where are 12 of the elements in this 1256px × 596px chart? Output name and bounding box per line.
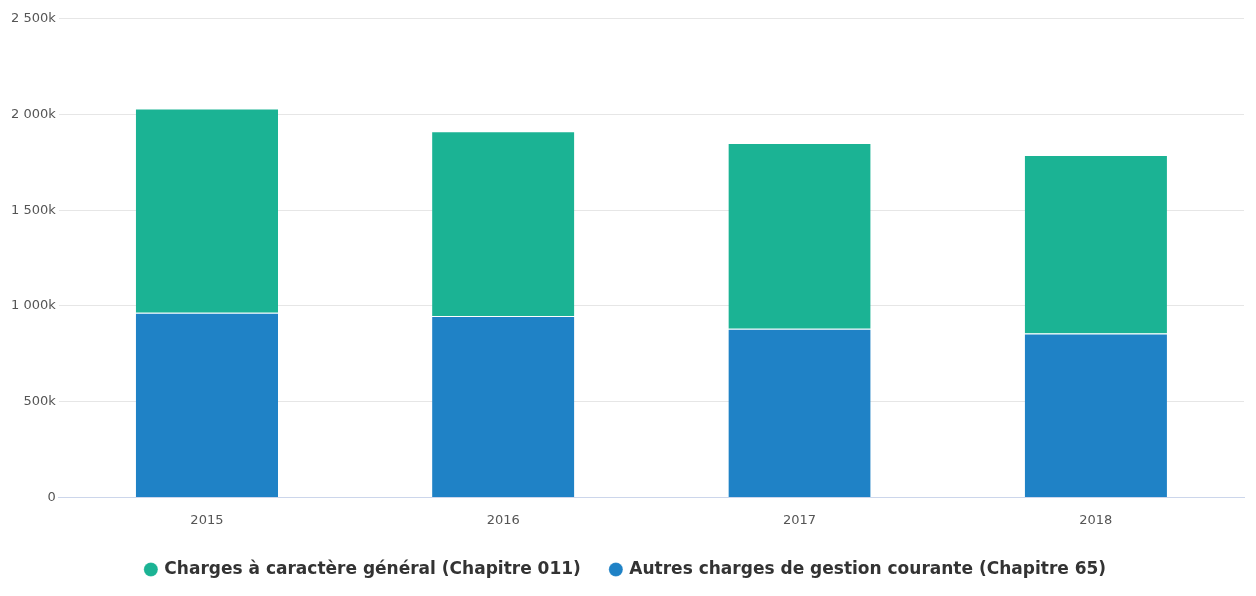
y-tick-label: 1 000k <box>10 297 57 313</box>
y-tick-label: 1 500k <box>10 201 57 217</box>
legend-label: Charges à caractère général (Chapitre 011) <box>164 557 581 578</box>
x-tick-label: 2018 <box>1079 511 1113 527</box>
y-tick-label: 2 500k <box>10 10 57 26</box>
x-tick-label: 2016 <box>486 511 520 527</box>
x-tick-label: 2017 <box>782 511 817 527</box>
x-tick-label: 2015 <box>190 511 224 527</box>
legend-label: Autres charges de gestion courante (Chapitre 65) <box>629 557 1107 578</box>
y-tick-label: 2 000k <box>10 105 57 121</box>
y-tick-label: 0 <box>47 488 56 504</box>
y-tick-label: 500k <box>23 393 57 409</box>
